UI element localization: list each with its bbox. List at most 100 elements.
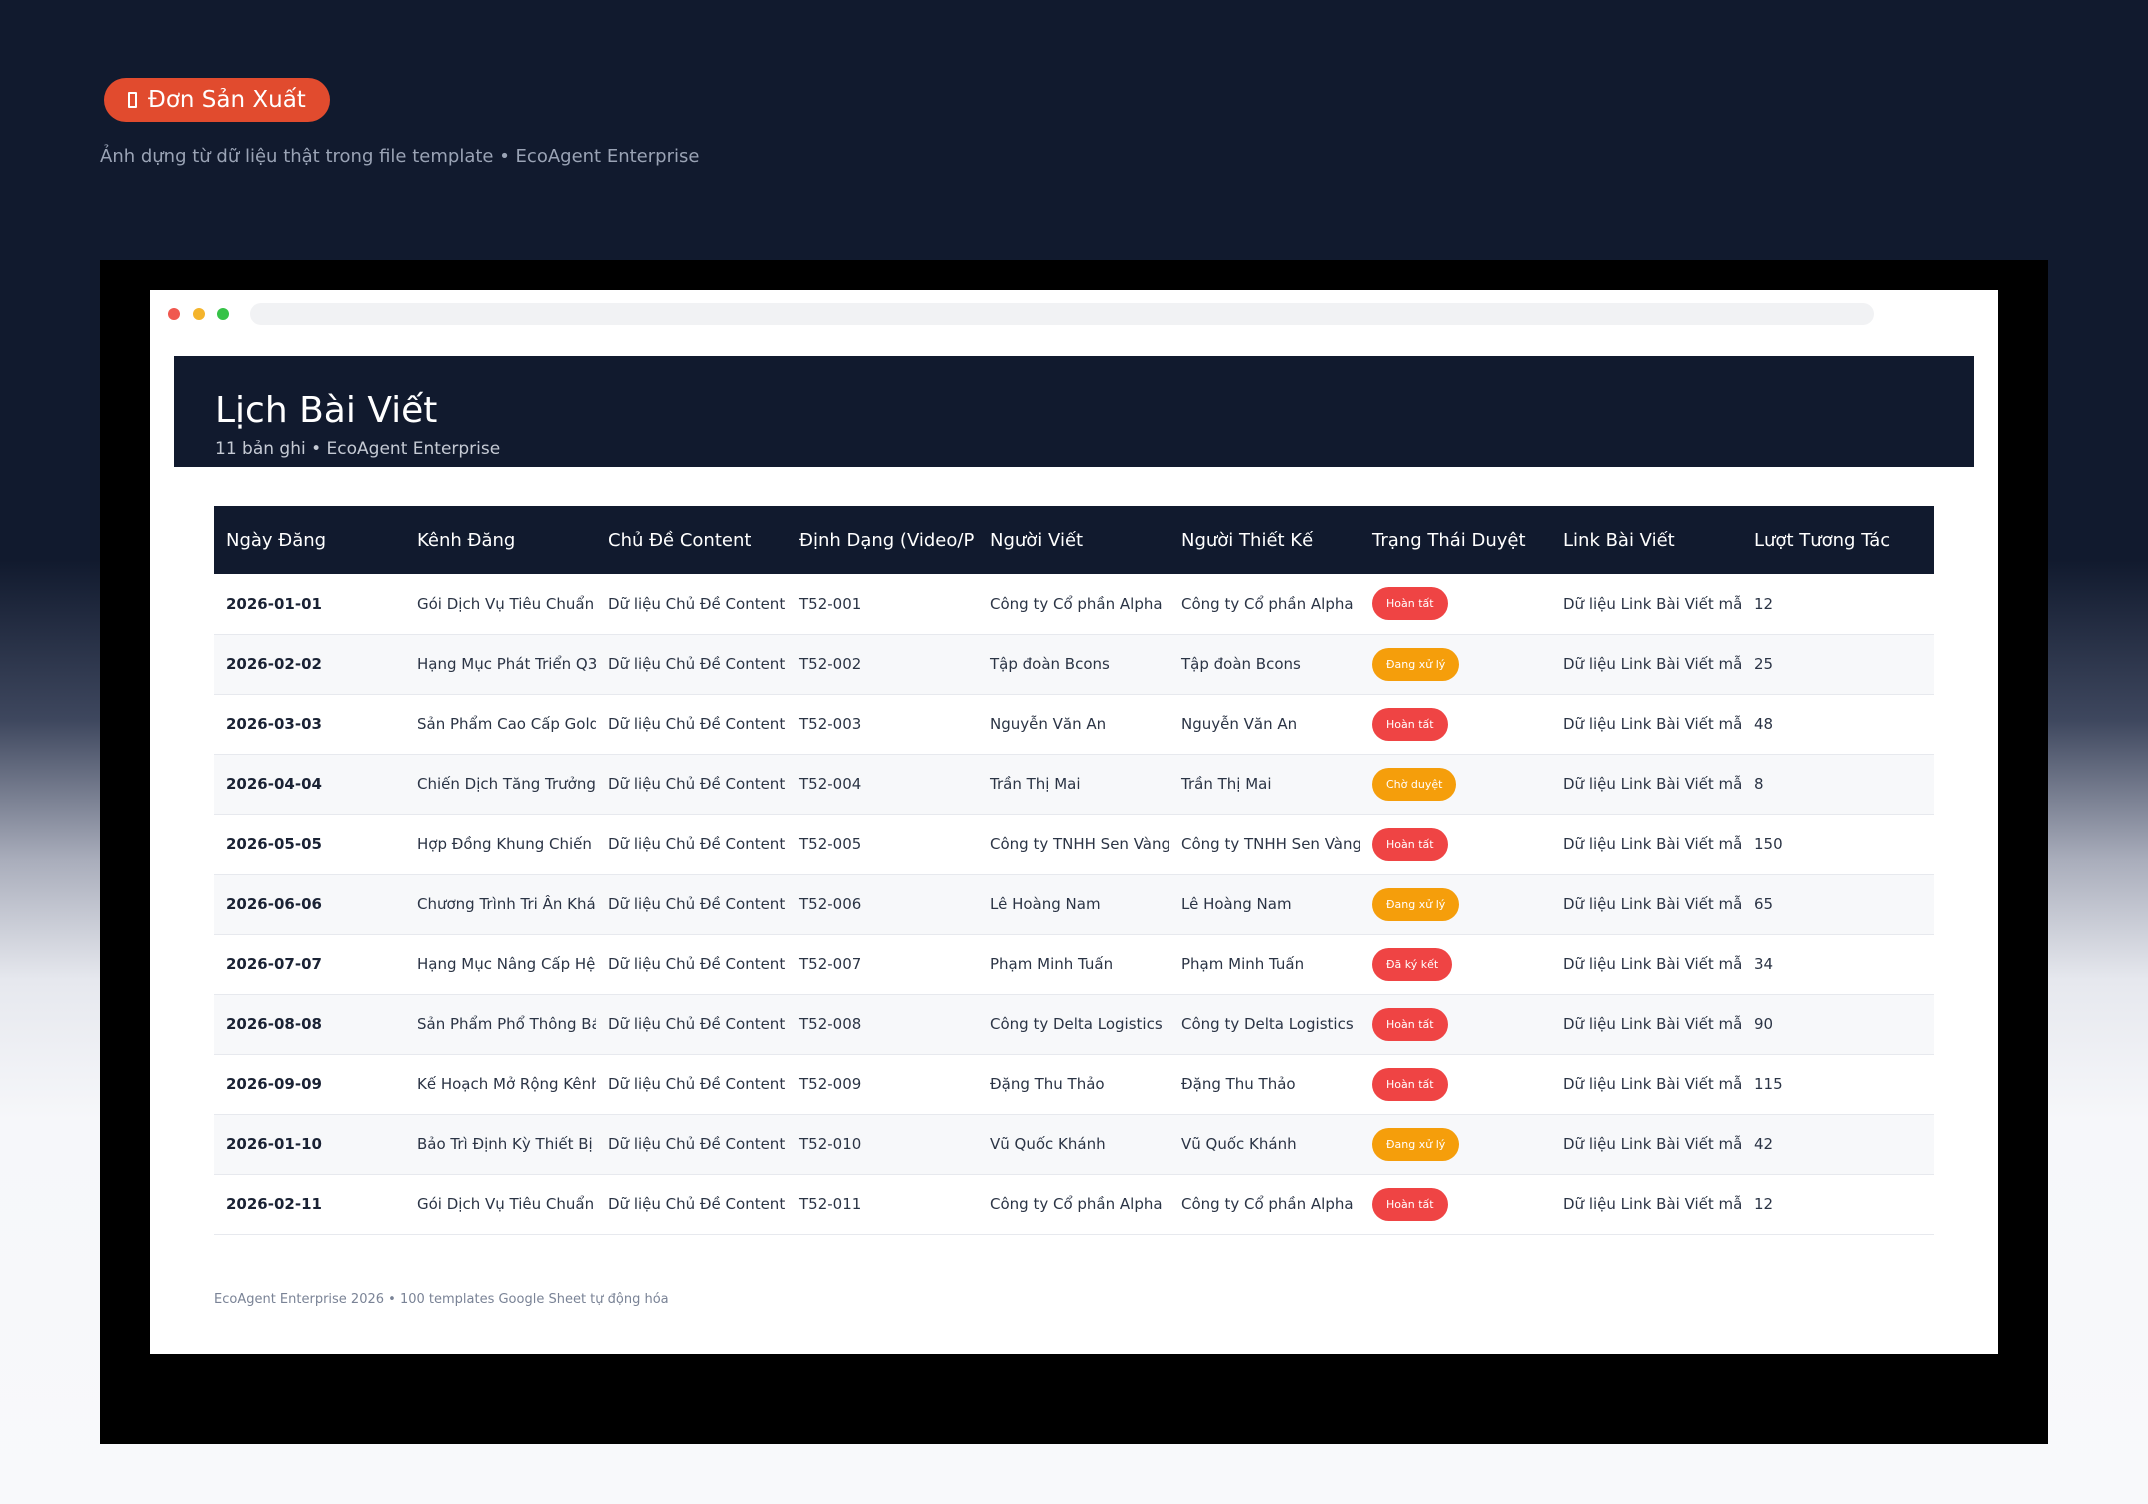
interactions-cell[interactable]: 12 [1742,1174,1934,1235]
channel-cell[interactable]: Gói Dịch Vụ Tiêu Chuẩn [405,1174,596,1235]
channel-cell[interactable]: Sản Phẩm Cao Cấp Gold [405,694,596,755]
link-cell[interactable]: Dữ liệu Link Bài Viết mẫ [1551,694,1742,755]
channel-cell[interactable]: Kế Hoạch Mở Rộng Kênh Phân Phối [405,1054,596,1115]
column-header[interactable]: Kênh Đăng [405,506,596,574]
format-cell[interactable]: T52-008 [787,994,978,1055]
interactions-cell[interactable]: 90 [1742,994,1934,1055]
table-row[interactable]: 2026-03-03 Sản Phẩm Cao Cấp Gold Dữ liệu C… [214,694,1934,755]
table-row[interactable]: 2026-01-10 Bảo Trì Định Kỳ Thiết Bị Dữ liệ… [214,1114,1934,1175]
table-row[interactable]: 2026-02-11 Gói Dịch Vụ Tiêu Chuẩn Dữ liệu … [214,1174,1934,1235]
designer-cell[interactable]: Nguyễn Văn An [1169,694,1360,755]
topic-cell[interactable]: Dữ liệu Chủ Đề Content m [596,694,787,755]
format-cell[interactable]: T52-001 [787,574,978,635]
format-cell[interactable]: T52-004 [787,754,978,815]
writer-cell[interactable]: Vũ Quốc Khánh [978,1114,1169,1175]
interactions-cell[interactable]: 65 [1742,874,1934,935]
interactions-cell[interactable]: 12 [1742,574,1934,635]
date-cell[interactable]: 2026-02-11 [214,1174,405,1235]
column-header[interactable]: Trạng Thái Duyệt [1360,506,1551,574]
minimize-window-dot[interactable] [193,308,205,320]
topic-cell[interactable]: Dữ liệu Chủ Đề Content m [596,574,787,635]
writer-cell[interactable]: Đặng Thu Thảo [978,1054,1169,1115]
format-cell[interactable]: T52-009 [787,1054,978,1115]
writer-cell[interactable]: Công ty Cổ phần Alpha [978,1174,1169,1235]
close-window-dot[interactable] [168,308,180,320]
designer-cell[interactable]: Đặng Thu Thảo [1169,1054,1360,1115]
status-cell[interactable]: Hoàn tất [1360,574,1551,635]
writer-cell[interactable]: Phạm Minh Tuấn [978,934,1169,995]
channel-cell[interactable]: Chương Trình Tri Ân Khác [405,874,596,935]
designer-cell[interactable]: Trần Thị Mai [1169,754,1360,815]
topic-cell[interactable]: Dữ liệu Chủ Đề Content m [596,1114,787,1175]
table-row[interactable]: 2026-04-04 Chiến Dịch Tăng Trưởng T Dữ liệ… [214,754,1934,815]
channel-cell[interactable]: Sản Phẩm Phổ Thông Bán Chạy [405,994,596,1055]
link-cell[interactable]: Dữ liệu Link Bài Viết mẫ [1551,934,1742,995]
interactions-cell[interactable]: 150 [1742,814,1934,875]
maximize-window-dot[interactable] [217,308,229,320]
format-cell[interactable]: T52-007 [787,934,978,995]
format-cell[interactable]: T52-005 [787,814,978,875]
writer-cell[interactable]: Nguyễn Văn An [978,694,1169,755]
date-cell[interactable]: 2026-05-05 [214,814,405,875]
interactions-cell[interactable]: 25 [1742,634,1934,695]
status-cell[interactable]: Đang xử lý [1360,634,1551,695]
topic-cell[interactable]: Dữ liệu Chủ Đề Content m [596,754,787,815]
table-row[interactable]: 2026-06-06 Chương Trình Tri Ân Khác Dữ liệ… [214,874,1934,935]
designer-cell[interactable]: Công ty Cổ phần Alpha [1169,574,1360,635]
link-cell[interactable]: Dữ liệu Link Bài Viết mẫ [1551,994,1742,1055]
column-header[interactable]: Định Dạng (Video/P [787,506,978,574]
format-cell[interactable]: T52-006 [787,874,978,935]
writer-cell[interactable]: Công ty TNHH Sen Vàng [978,814,1169,875]
column-header[interactable]: Chủ Đề Content [596,506,787,574]
table-row[interactable]: 2026-02-02 Hạng Mục Phát Triển Q3 Dữ liệu … [214,634,1934,695]
channel-cell[interactable]: Hạng Mục Phát Triển Q3 [405,634,596,695]
date-cell[interactable]: 2026-06-06 [214,874,405,935]
status-cell[interactable]: Hoàn tất [1360,1174,1551,1235]
date-cell[interactable]: 2026-04-04 [214,754,405,815]
link-cell[interactable]: Dữ liệu Link Bài Viết mẫ [1551,574,1742,635]
topic-cell[interactable]: Dữ liệu Chủ Đề Content m [596,634,787,695]
writer-cell[interactable]: Công ty Delta Logistics [978,994,1169,1055]
writer-cell[interactable]: Công ty Cổ phần Alpha [978,574,1169,635]
designer-cell[interactable]: Vũ Quốc Khánh [1169,1114,1360,1175]
topic-cell[interactable]: Dữ liệu Chủ Đề Content m [596,874,787,935]
topic-cell[interactable]: Dữ liệu Chủ Đề Content m [596,1174,787,1235]
topic-cell[interactable]: Dữ liệu Chủ Đề Content m [596,994,787,1055]
column-header[interactable]: Lượt Tương Tác [1742,506,1934,574]
channel-cell[interactable]: Gói Dịch Vụ Tiêu Chuẩn [405,574,596,635]
link-cell[interactable]: Dữ liệu Link Bài Viết mẫ [1551,754,1742,815]
channel-cell[interactable]: Chiến Dịch Tăng Trưởng T [405,754,596,815]
date-cell[interactable]: 2026-09-09 [214,1054,405,1115]
status-cell[interactable]: Hoàn tất [1360,1054,1551,1115]
status-cell[interactable]: Đã ký kết [1360,934,1551,995]
format-cell[interactable]: T52-003 [787,694,978,755]
date-cell[interactable]: 2026-01-10 [214,1114,405,1175]
designer-cell[interactable]: Lê Hoàng Nam [1169,874,1360,935]
status-cell[interactable]: Hoàn tất [1360,694,1551,755]
date-cell[interactable]: 2026-02-02 [214,634,405,695]
writer-cell[interactable]: Lê Hoàng Nam [978,874,1169,935]
designer-cell[interactable]: Tập đoàn Bcons [1169,634,1360,695]
interactions-cell[interactable]: 8 [1742,754,1934,815]
column-header[interactable]: Người Thiết Kế [1169,506,1360,574]
link-cell[interactable]: Dữ liệu Link Bài Viết mẫ [1551,874,1742,935]
table-row[interactable]: 2026-01-01 Gói Dịch Vụ Tiêu Chuẩn Dữ liệu … [214,574,1934,635]
writer-cell[interactable]: Trần Thị Mai [978,754,1169,815]
status-cell[interactable]: Đang xử lý [1360,1114,1551,1175]
designer-cell[interactable]: Công ty TNHH Sen Vàng [1169,814,1360,875]
link-cell[interactable]: Dữ liệu Link Bài Viết mẫ [1551,1174,1742,1235]
topic-cell[interactable]: Dữ liệu Chủ Đề Content m [596,934,787,995]
link-cell[interactable]: Dữ liệu Link Bài Viết mẫ [1551,1114,1742,1175]
status-cell[interactable]: Hoàn tất [1360,994,1551,1055]
topic-cell[interactable]: Dữ liệu Chủ Đề Content m [596,814,787,875]
format-cell[interactable]: T52-010 [787,1114,978,1175]
date-cell[interactable]: 2026-07-07 [214,934,405,995]
status-cell[interactable]: Chờ duyệt [1360,754,1551,815]
format-cell[interactable]: T52-011 [787,1174,978,1235]
status-cell[interactable]: Hoàn tất [1360,814,1551,875]
channel-cell[interactable]: Hợp Đồng Khung Chiến Lược [405,814,596,875]
